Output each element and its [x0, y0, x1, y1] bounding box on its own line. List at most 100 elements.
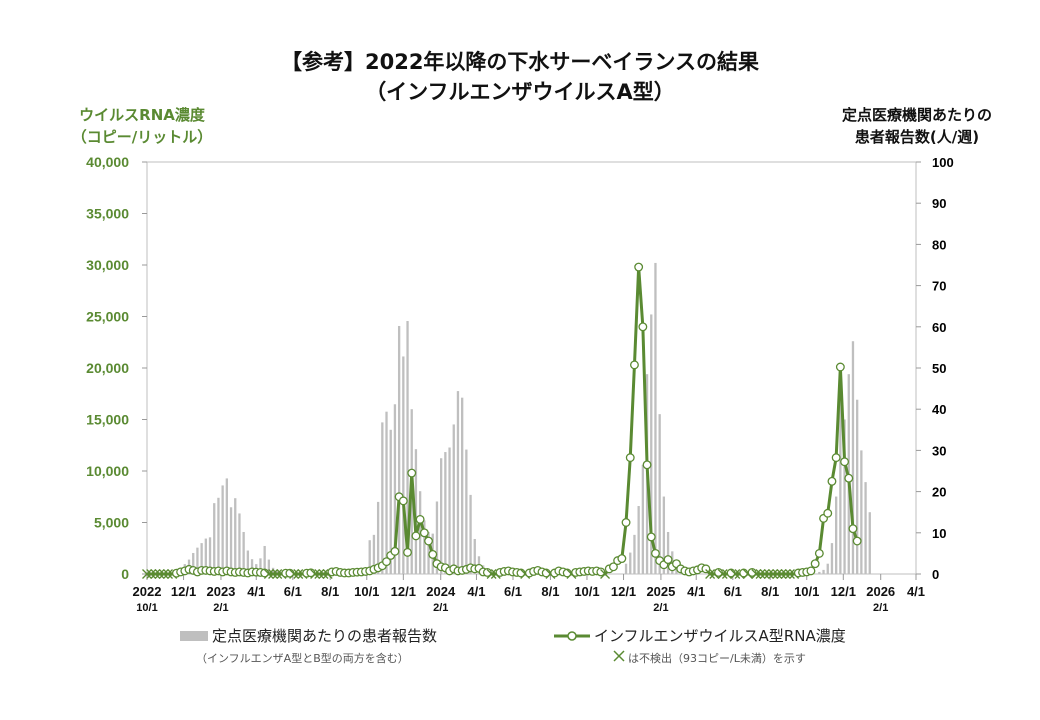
- patient-bar: [860, 450, 863, 574]
- patient-bar: [461, 397, 464, 574]
- patient-bar: [654, 262, 657, 574]
- patient-bar: [402, 356, 405, 574]
- patient-bar: [393, 404, 397, 574]
- patient-bar: [389, 429, 392, 574]
- x-tick-label: 10/1: [794, 584, 819, 599]
- rna-point: [382, 557, 391, 567]
- rna-point: [621, 518, 631, 527]
- patient-bar: [196, 547, 199, 574]
- nondetect-marker: [146, 569, 157, 579]
- patient-bar: [650, 314, 653, 574]
- patient-bar: [856, 399, 859, 574]
- nondetect-marker: [763, 569, 774, 579]
- patient-bar: [229, 507, 233, 574]
- patient-bar: [469, 494, 472, 574]
- plot-frame: [146, 161, 917, 575]
- patient-bar: [204, 538, 207, 574]
- right-tick-label: 10: [932, 526, 946, 541]
- rna-point: [411, 531, 421, 541]
- right-tick-label: 50: [932, 361, 946, 376]
- rna-point: [852, 536, 862, 546]
- rna-point: [596, 567, 606, 577]
- patient-bar: [465, 449, 468, 574]
- rna-point: [835, 362, 845, 372]
- patient-bar: [372, 534, 376, 574]
- nondetect-marker: [142, 569, 152, 579]
- x-tick-label: 2023: [206, 584, 235, 599]
- patient-bar: [452, 424, 455, 574]
- patient-bar: [826, 563, 829, 574]
- patient-bar: [217, 497, 220, 574]
- x-tick-label: 10/1: [354, 584, 379, 599]
- patient-bar: [238, 513, 241, 574]
- patient-bar: [641, 464, 645, 574]
- rna-point: [827, 476, 837, 486]
- patient-bar: [835, 496, 838, 574]
- nondetect-marker: [776, 569, 787, 579]
- nondetect-marker: [263, 569, 274, 579]
- patient-bar: [448, 447, 451, 574]
- right-tick-label: 60: [932, 320, 946, 335]
- nondetect-marker: [154, 569, 165, 579]
- right-tick-label: 80: [932, 237, 946, 252]
- legend-bar-label: 定点医療機関あたりの患者報告数: [212, 627, 438, 645]
- patient-bar: [658, 414, 661, 574]
- x-tick-sublabel: 2/1: [213, 602, 228, 614]
- rna-point: [608, 562, 618, 572]
- x-tick-label: 2022: [133, 584, 162, 599]
- rna-point: [840, 457, 850, 467]
- nondetect-marker: [759, 569, 770, 579]
- nondetect-marker: [289, 569, 300, 579]
- x-tick-label: 6/1: [724, 584, 742, 599]
- rna-point: [810, 559, 820, 569]
- patient-bar: [439, 458, 443, 574]
- rna-line: [147, 265, 859, 576]
- nondetect-marker: [751, 569, 762, 579]
- x-tick-label: 12/1: [611, 584, 636, 599]
- left-axis-label-line2: （コピー/リットル）: [71, 128, 213, 146]
- patient-bar: [666, 531, 670, 574]
- nondetect-marker: [768, 569, 779, 579]
- patient-bar: [629, 552, 632, 574]
- nondetect-marker: [705, 569, 716, 579]
- left-tick-label: 35,000: [86, 206, 129, 222]
- rna-point: [844, 473, 854, 483]
- nondetect-marker: [486, 569, 497, 579]
- patient-bar: [839, 380, 842, 574]
- patient-bar: [192, 552, 195, 574]
- patient-bar: [624, 563, 628, 574]
- x-tick-sublabel: 2/1: [653, 602, 668, 614]
- x-tick-label: 8/1: [321, 584, 339, 599]
- rna-point: [814, 548, 824, 558]
- x-tick-label: 8/1: [541, 584, 559, 599]
- rna-point: [747, 568, 757, 577]
- left-tick-label: 5,000: [94, 515, 129, 531]
- nondetect-marker: [318, 569, 329, 579]
- right-tick-label: 30: [932, 443, 946, 458]
- legend-line-note: は不検出（93コピー/L未満）を示す: [628, 652, 806, 665]
- rna-point: [415, 514, 425, 524]
- chart-title-line1: 【参考】2022年以降の下水サーベイランスの結果: [280, 50, 760, 74]
- patient-bar: [830, 543, 834, 574]
- left-tick-label: 0: [121, 566, 129, 582]
- x-tick-label: 2024: [426, 584, 456, 599]
- rna-point: [642, 460, 652, 470]
- nondetect-marker: [755, 569, 766, 579]
- nondetect-marker: [158, 569, 169, 579]
- left-tick-label: 30,000: [86, 257, 129, 273]
- patient-bar: [864, 482, 867, 574]
- rna-point: [424, 536, 433, 546]
- patient-bar: [276, 570, 279, 574]
- patient-bar: [250, 559, 254, 574]
- patient-bar: [221, 485, 224, 574]
- patient-bar: [200, 543, 203, 574]
- x-tick-sublabel: 2/1: [433, 602, 448, 614]
- nondetect-marker: [730, 569, 741, 579]
- x-tick-label: 12/1: [391, 584, 416, 599]
- patient-bar: [376, 501, 380, 574]
- nondetect-marker: [780, 569, 791, 579]
- patient-bar: [259, 558, 262, 574]
- x-tick-sublabel: 2/1: [873, 602, 888, 614]
- patient-bar: [822, 569, 825, 574]
